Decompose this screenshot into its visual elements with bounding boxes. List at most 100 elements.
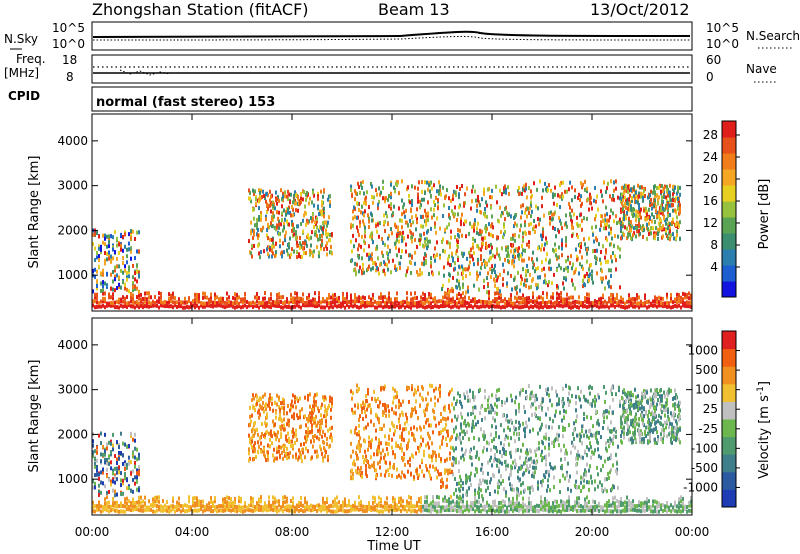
cell bbox=[305, 197, 307, 202]
cell bbox=[609, 194, 611, 199]
cell bbox=[632, 304, 634, 309]
cell bbox=[276, 393, 278, 398]
cell bbox=[386, 505, 388, 510]
cell bbox=[624, 305, 626, 310]
cell bbox=[164, 299, 166, 304]
cell bbox=[591, 276, 593, 281]
cell bbox=[613, 188, 615, 193]
cell bbox=[601, 214, 603, 219]
cell bbox=[312, 211, 314, 216]
cell bbox=[481, 244, 483, 249]
cell bbox=[274, 254, 276, 259]
cell bbox=[605, 189, 607, 194]
cell bbox=[124, 467, 126, 472]
cell bbox=[632, 213, 634, 218]
cell bbox=[126, 444, 128, 449]
cell bbox=[249, 190, 251, 195]
cell bbox=[106, 234, 108, 239]
cell bbox=[480, 299, 482, 304]
cell bbox=[499, 256, 501, 261]
cell bbox=[667, 207, 669, 212]
cell bbox=[415, 213, 417, 218]
cell bbox=[584, 504, 586, 509]
cell bbox=[648, 505, 650, 510]
cell bbox=[281, 254, 283, 259]
cell bbox=[266, 300, 268, 305]
cell bbox=[108, 244, 110, 249]
cell bbox=[98, 500, 100, 505]
cell bbox=[250, 220, 252, 225]
cell bbox=[310, 303, 312, 308]
cell bbox=[506, 505, 508, 510]
cell bbox=[621, 192, 623, 197]
cell bbox=[648, 499, 650, 504]
cell bbox=[661, 195, 663, 200]
cell bbox=[446, 499, 448, 504]
cell bbox=[554, 305, 556, 310]
cell bbox=[522, 505, 524, 510]
cell bbox=[532, 277, 534, 282]
cell bbox=[116, 305, 118, 310]
cell bbox=[462, 267, 464, 272]
cell bbox=[412, 300, 414, 305]
cell bbox=[112, 477, 114, 482]
cell bbox=[210, 299, 212, 304]
cell bbox=[272, 500, 274, 505]
cell bbox=[428, 469, 430, 474]
cell bbox=[100, 246, 102, 251]
cell bbox=[350, 259, 352, 264]
cell bbox=[642, 234, 644, 239]
cell bbox=[182, 504, 184, 509]
cell bbox=[398, 206, 400, 211]
cell bbox=[462, 300, 464, 305]
cell bbox=[532, 295, 534, 300]
cell bbox=[330, 244, 332, 249]
cell bbox=[102, 444, 104, 449]
cell bbox=[386, 297, 388, 302]
cell bbox=[433, 183, 435, 188]
cell bbox=[132, 280, 134, 285]
cell bbox=[329, 426, 331, 431]
cell bbox=[314, 504, 316, 509]
cell bbox=[499, 289, 501, 294]
cell bbox=[432, 449, 434, 454]
cell bbox=[130, 256, 132, 261]
cell bbox=[395, 411, 397, 416]
cell bbox=[608, 296, 610, 301]
cell bbox=[146, 301, 148, 306]
cell bbox=[427, 391, 429, 396]
cell bbox=[142, 305, 144, 310]
cell bbox=[307, 426, 309, 431]
cell bbox=[481, 229, 483, 234]
cell bbox=[232, 504, 234, 509]
cell bbox=[408, 438, 410, 443]
cell bbox=[120, 285, 122, 290]
cell bbox=[377, 206, 379, 211]
cell bbox=[300, 501, 302, 506]
cell bbox=[382, 196, 384, 201]
cell bbox=[370, 419, 372, 424]
cell bbox=[319, 423, 321, 428]
cell bbox=[358, 501, 360, 506]
cell bbox=[555, 234, 557, 239]
power-panel bbox=[92, 179, 692, 310]
cell bbox=[422, 304, 424, 309]
cell bbox=[636, 229, 638, 234]
cell bbox=[612, 293, 614, 298]
cell bbox=[280, 299, 282, 304]
cell bbox=[556, 291, 558, 296]
cell bbox=[412, 303, 414, 308]
cell bbox=[336, 495, 338, 500]
cell bbox=[354, 299, 356, 304]
cell bbox=[428, 292, 430, 297]
cell bbox=[96, 450, 98, 455]
cell bbox=[616, 505, 618, 510]
cell bbox=[128, 289, 130, 294]
cell bbox=[268, 297, 270, 302]
cell bbox=[259, 255, 261, 260]
cell bbox=[604, 286, 606, 291]
cell bbox=[432, 297, 434, 302]
cell bbox=[204, 301, 206, 306]
cell bbox=[421, 189, 423, 194]
cell bbox=[292, 222, 294, 227]
